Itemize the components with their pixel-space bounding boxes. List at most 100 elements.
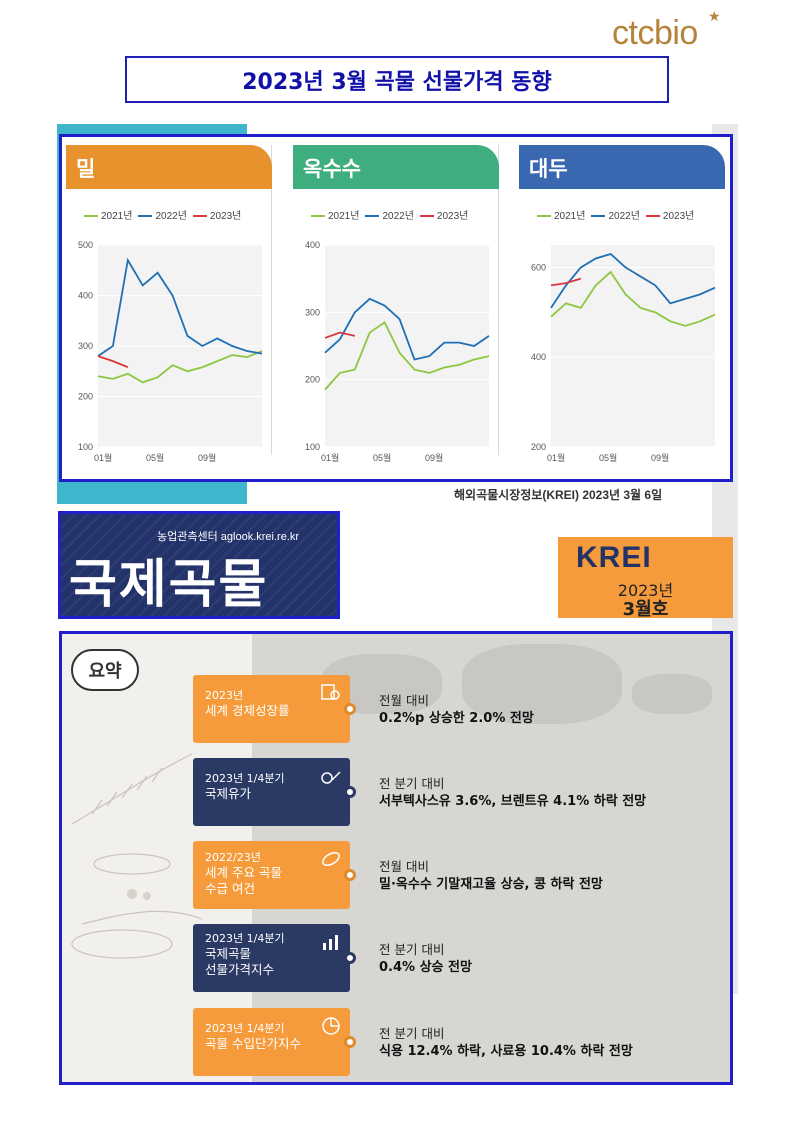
legend-swatch-2023 [419,215,434,218]
legend-swatch-2022 [138,215,153,218]
series-line-2023년 [324,331,356,339]
y-tick-label: 100 [305,442,320,452]
series-line-2023년 [97,355,129,369]
page-title: 2023년 3월 곡물 선물가격 동향 [125,56,669,103]
y-tick-label: 300 [78,341,93,351]
map-shape [462,644,622,724]
connector-dot [344,869,356,881]
corn-chart-panel: 옥수수 2021년 2022년 2023년 100 200 300 400 01월 05월… [293,145,499,463]
summary-value: 식용 12.4% 하락, 사료용 10.4% 하락 전망 [379,1044,633,1059]
summary-row: 2022/23년 세계 주요 곡물 수급 여건 전월 대비 밀·옥수수 기말재고… [193,841,713,909]
legend-2023: 2023년 [662,211,695,222]
soybean-chart-panel: 대두 2021년 2022년 2023년 200 400 600 01월 05월 09월 [519,145,725,463]
y-tick-label: 600 [531,262,546,272]
y-tick-label: 400 [305,240,320,250]
krei-badge: KREI 2023년 3월호 [558,537,733,620]
summary-row: 2023년 1/4분기 국제곡물 선물가격지수 전 분기 대비 0.4% 상승 … [193,924,713,992]
y-tick-label: 200 [305,375,320,385]
x-tick-label: 01월 [321,452,339,463]
summary-topic-box: 2023년 세계 경제성장률 [193,675,350,743]
connector-dot [344,786,356,798]
logo-text: ctcbio [612,14,698,52]
summary-caption: 전 분기 대비 [379,942,445,957]
topic-title: 곡물 수입단가지수 [205,1036,301,1051]
summary-topic-box: 2023년 1/4분기 곡물 수입단가지수 [193,1008,350,1076]
legend-2022: 2022년 [382,211,414,222]
connector-dot [344,703,356,715]
banner-pattern [61,514,337,616]
series-line-2021년 [324,321,490,391]
series-line-2021년 [97,350,263,384]
summary-row: 2023년 세계 경제성장률 전월 대비 0.2%p 상승한 2.0% 전망 [193,675,713,743]
y-tick-label: 500 [78,240,93,250]
series-line-2023년 [550,277,582,287]
x-tick-label: 01월 [94,452,112,463]
soybean-line-chart: 200 400 600 01월 05월 09월 [531,245,716,463]
wheat-line-chart: 100 200 300 400 500 01월 05월 09월 [78,240,263,463]
corn-tab: 옥수수 [293,145,499,189]
grain-illustration [71,753,203,959]
series-line-2022년 [550,252,716,309]
topic-title: 세계 경제성장률 [205,703,290,718]
summary-caption: 전 분기 대비 [379,1026,445,1041]
connector-dot [344,952,356,964]
x-tick-label: 09월 [198,452,216,463]
intl-grain-banner: 농업관측센터 aglook.krei.re.kr 국제곡물 [58,511,340,619]
source-credit: 해외곡물시장정보(KREI) 2023년 3월 6일 [454,488,663,502]
summary-topic-box: 2023년 1/4분기 국제유가 [193,758,350,826]
summary-label: 요약 [71,649,139,691]
ctcbio-logo: ctcbio ★ [612,8,721,53]
y-tick-label: 400 [531,352,546,362]
plot-area [551,245,715,447]
summary-value: 0.4% 상승 전망 [379,960,472,975]
banner-subtitle: 농업관측센터 aglook.krei.re.kr [157,531,300,543]
legend-2022: 2022년 [608,211,640,222]
krei-issue: 3월호 [622,599,669,620]
bean-icon [322,852,340,866]
corn-line-chart: 100 200 300 400 01월 05월 09월 [305,240,490,463]
legend-swatch-2023 [192,215,207,218]
topic-period: 2022/23년 [205,851,261,864]
legend-2021: 2021년 [554,211,586,222]
wheat-chart-panel: 밀 2021년 2022년 2023년 100 200 300 400 500 01월 05… [66,145,272,463]
legend-swatch-2021 [311,215,325,218]
legend-swatch-2021 [84,215,98,218]
x-tick-label: 09월 [651,452,669,463]
legend-2023: 2023년 [436,211,469,222]
pie-chart-icon [322,1017,340,1035]
legend-swatch-2022 [365,215,380,218]
connector-dot [344,1036,356,1048]
corn-legend: 2021년 2022년 2023년 [311,207,468,222]
krei-year: 2023년 [617,581,674,600]
topic-title: 국제곡물 선물가격지수 [205,946,275,977]
x-tick-label: 05월 [599,452,617,463]
legend-2022: 2022년 [155,211,187,222]
y-tick-label: 300 [305,307,320,317]
soybean-legend: 2021년 2022년 2023년 [537,207,694,222]
wheat-legend: 2021년 2022년 2023년 [84,207,241,222]
summary-caption: 전월 대비 [379,693,429,708]
summary-topic-box: 2023년 1/4분기 국제곡물 선물가격지수 [193,924,350,992]
summary-topic-box: 2022/23년 세계 주요 곡물 수급 여건 [193,841,350,909]
summary-value: 밀·옥수수 기말재고율 상승, 콩 하락 전망 [379,877,603,892]
summary-value: 0.2%p 상승한 2.0% 전망 [379,711,534,726]
krei-logo-text: KREI [576,541,652,574]
summary-caption: 전월 대비 [379,859,429,874]
star-icon: ★ [708,8,721,24]
series-line-2022년 [97,257,263,357]
legend-2021: 2021년 [101,211,133,222]
summary-row: 2023년 1/4분기 국제유가 전 분기 대비 서부텍사스유 3.6%, 브렌… [193,758,713,826]
legend-swatch-2021 [537,215,551,218]
summary-caption: 전 분기 대비 [379,776,445,791]
topic-title: 국제유가 [205,786,252,801]
legend-2023: 2023년 [209,211,242,222]
x-tick-label: 09월 [425,452,443,463]
x-tick-label: 05월 [146,452,164,463]
legend-swatch-2023 [645,215,660,218]
summary-row: 2023년 1/4분기 곡물 수입단가지수 전 분기 대비 식용 12.4% 하… [193,1008,713,1076]
topic-period: 2023년 [205,689,244,702]
banner-title: 국제곡물 [69,555,269,615]
series-line-2021년 [550,270,716,327]
magnifier-chart-icon [321,684,340,700]
legend-swatch-2022 [591,215,606,218]
